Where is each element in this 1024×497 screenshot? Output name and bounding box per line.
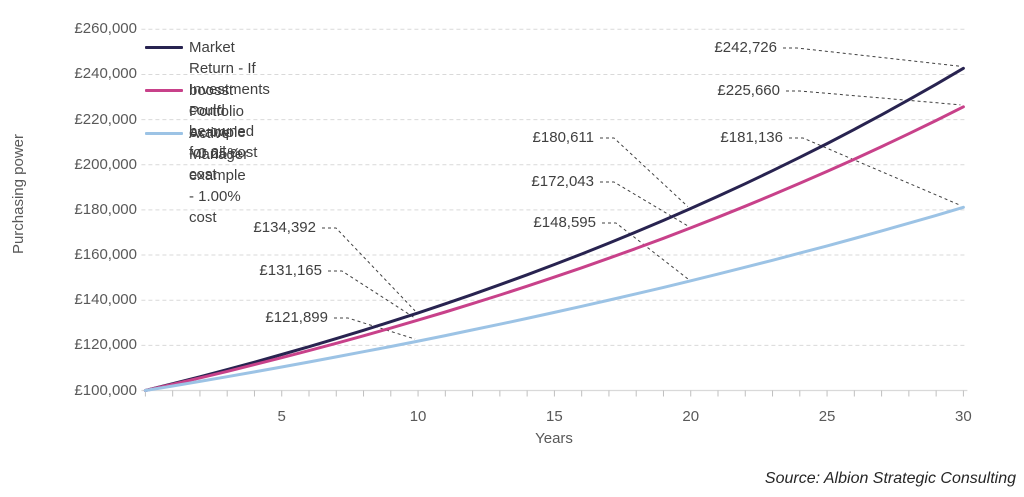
x-axis-tick-label: 10 xyxy=(409,408,427,425)
y-axis-tick-label: £260,000 xyxy=(74,20,137,38)
x-axis-tick-label: 20 xyxy=(682,408,700,425)
y-axis-tick-label: £100,000 xyxy=(74,381,137,399)
legend-swatch-boosst-portfolio xyxy=(145,89,183,92)
legend-label-boosst-portfolio: boosst Portfolio example - 0.25% cost xyxy=(189,80,246,185)
y-axis-tick-label: £160,000 xyxy=(74,246,137,264)
annotation-leader-line xyxy=(789,137,961,206)
series-line-boosst-portfolio xyxy=(143,105,965,392)
series-line-market-return xyxy=(143,66,965,392)
y-axis-tick-label: £120,000 xyxy=(74,336,137,354)
legend-label-line: Market Return - If Investments could xyxy=(189,39,270,119)
legend-swatch-market-return xyxy=(145,46,183,49)
x-axis-tick-label: 30 xyxy=(955,408,972,425)
y-axis-tick-label: £240,000 xyxy=(74,65,137,83)
x-axis-tick-label: 25 xyxy=(818,408,836,425)
legend-label-market-return: Market Return - If Investments could be o… xyxy=(189,37,270,163)
series-line-active-manager xyxy=(143,205,965,392)
x-axis-title: Years xyxy=(535,430,573,447)
legend-label-line: be owned for nil cost xyxy=(189,123,258,161)
y-axis-tick-label: £220,000 xyxy=(74,110,137,128)
y-axis-tick-label: £140,000 xyxy=(74,291,137,309)
legend-label-line: boosst Portfolio example - 0.25% cost xyxy=(189,82,246,183)
annotation-leader-line xyxy=(334,317,416,340)
annotation-leader-line xyxy=(600,137,689,207)
annotation-leader-line xyxy=(328,270,416,319)
annotation-leader-line xyxy=(600,181,688,227)
annotation-label: £172,043 xyxy=(531,173,594,190)
legend-item-boosst-portfolio: boosst Portfolio example - 0.25% cost xyxy=(145,80,246,185)
annotation-label: £180,611 xyxy=(532,129,594,146)
annotation-label: £181,136 xyxy=(720,129,783,146)
y-axis-title: Purchasing power xyxy=(10,133,27,255)
legend-label-active-manager: Active Manager example - 1.00% cost xyxy=(189,123,248,228)
source-credit: Source: Albion Strategic Consulting xyxy=(764,470,1016,487)
annotation-label: £148,595 xyxy=(533,214,596,231)
legend-item-active-manager: Active Manager example - 1.00% cost xyxy=(145,123,248,228)
annotation-leader-line xyxy=(783,47,961,67)
annotation-leader-line xyxy=(322,227,416,312)
annotation-label: £134,392 xyxy=(253,219,316,236)
y-axis-tick-label: £180,000 xyxy=(74,200,137,218)
legend-item-market-return: Market Return - If Investments could be o… xyxy=(145,37,270,163)
annotation-label: £225,660 xyxy=(717,82,780,99)
annotation-leader-line xyxy=(786,90,961,106)
y-axis-tick-label: £200,000 xyxy=(74,155,137,173)
x-axis-tick-label: 15 xyxy=(546,408,563,425)
annotation-leader-line xyxy=(602,222,689,280)
legend-swatch-active-manager xyxy=(145,132,183,135)
annotation-label: £242,726 xyxy=(714,39,777,56)
annotation-label: £121,899 xyxy=(265,309,328,326)
annotation-label: £131,165 xyxy=(259,262,322,279)
x-axis-tick-label: 5 xyxy=(277,408,286,425)
legend-label-line: Active Manager example - 1.00% cost xyxy=(189,125,249,226)
